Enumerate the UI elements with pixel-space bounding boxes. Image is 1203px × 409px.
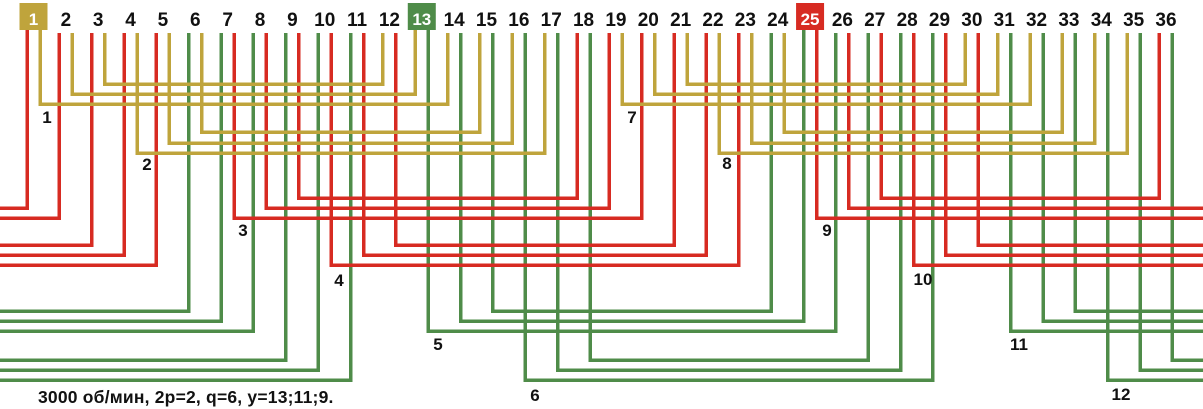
slot-number: 31 (994, 10, 1016, 31)
coil-group-label: 6 (530, 386, 539, 405)
slot-number: 28 (897, 10, 918, 31)
slot-number: 4 (125, 10, 136, 31)
slot-number: 20 (638, 10, 659, 31)
coil-group-label: 9 (822, 221, 831, 240)
slot-number: 18 (573, 10, 594, 31)
coil-group-label: 7 (627, 108, 636, 127)
slot-number: 2 (61, 10, 72, 31)
coil-group-label: 4 (334, 271, 344, 290)
slot-number: 29 (929, 10, 950, 31)
coil-group-label: 12 (1112, 385, 1131, 404)
slot-number: 14 (444, 10, 466, 31)
slot-number: 10 (314, 10, 335, 31)
slot-number: 30 (961, 10, 982, 31)
slot-number: 23 (735, 10, 756, 31)
slot-number: 24 (767, 10, 789, 31)
coil-group-label: 10 (914, 270, 933, 289)
slot-number: 12 (379, 10, 400, 31)
slot-number: 9 (287, 10, 298, 31)
slot-number: 36 (1155, 10, 1176, 31)
slot-number: 5 (158, 10, 169, 31)
slot-number: 34 (1091, 10, 1113, 31)
phase-start-number: 1 (29, 10, 38, 29)
slot-number: 16 (508, 10, 529, 31)
phase-start-number: 13 (412, 10, 431, 29)
phase-start-number: 25 (801, 10, 820, 29)
slot-number: 17 (541, 10, 562, 31)
slot-number: 35 (1123, 10, 1145, 31)
coil-group-label: 8 (722, 154, 731, 173)
slot-number: 8 (255, 10, 266, 31)
slot-number: 6 (190, 10, 201, 31)
slot-number: 11 (347, 10, 368, 31)
slot-number: 22 (702, 10, 723, 31)
diagram-caption: 3000 об/мин, 2p=2, q=6, y=13;11;9. (38, 387, 334, 407)
coil-group-label: 11 (1010, 335, 1028, 354)
coil-group-label: 1 (42, 108, 51, 127)
slot-number: 7 (222, 10, 233, 31)
phase-start-box (19, 3, 48, 30)
slot-number: 15 (476, 10, 498, 31)
slot-number: 26 (832, 10, 853, 31)
slot-number: 21 (670, 10, 692, 31)
slot-number: 3 (93, 10, 104, 31)
slot-number: 33 (1058, 10, 1079, 31)
phase-start-box (796, 3, 825, 30)
coil-group-label: 3 (238, 221, 247, 240)
slot-number: 32 (1026, 10, 1047, 31)
slot-number: 27 (864, 10, 885, 31)
coil-group-label: 2 (142, 155, 151, 174)
phase-start-box (407, 3, 436, 30)
slot-number: 19 (605, 10, 626, 31)
coil-group-label: 5 (433, 335, 442, 354)
